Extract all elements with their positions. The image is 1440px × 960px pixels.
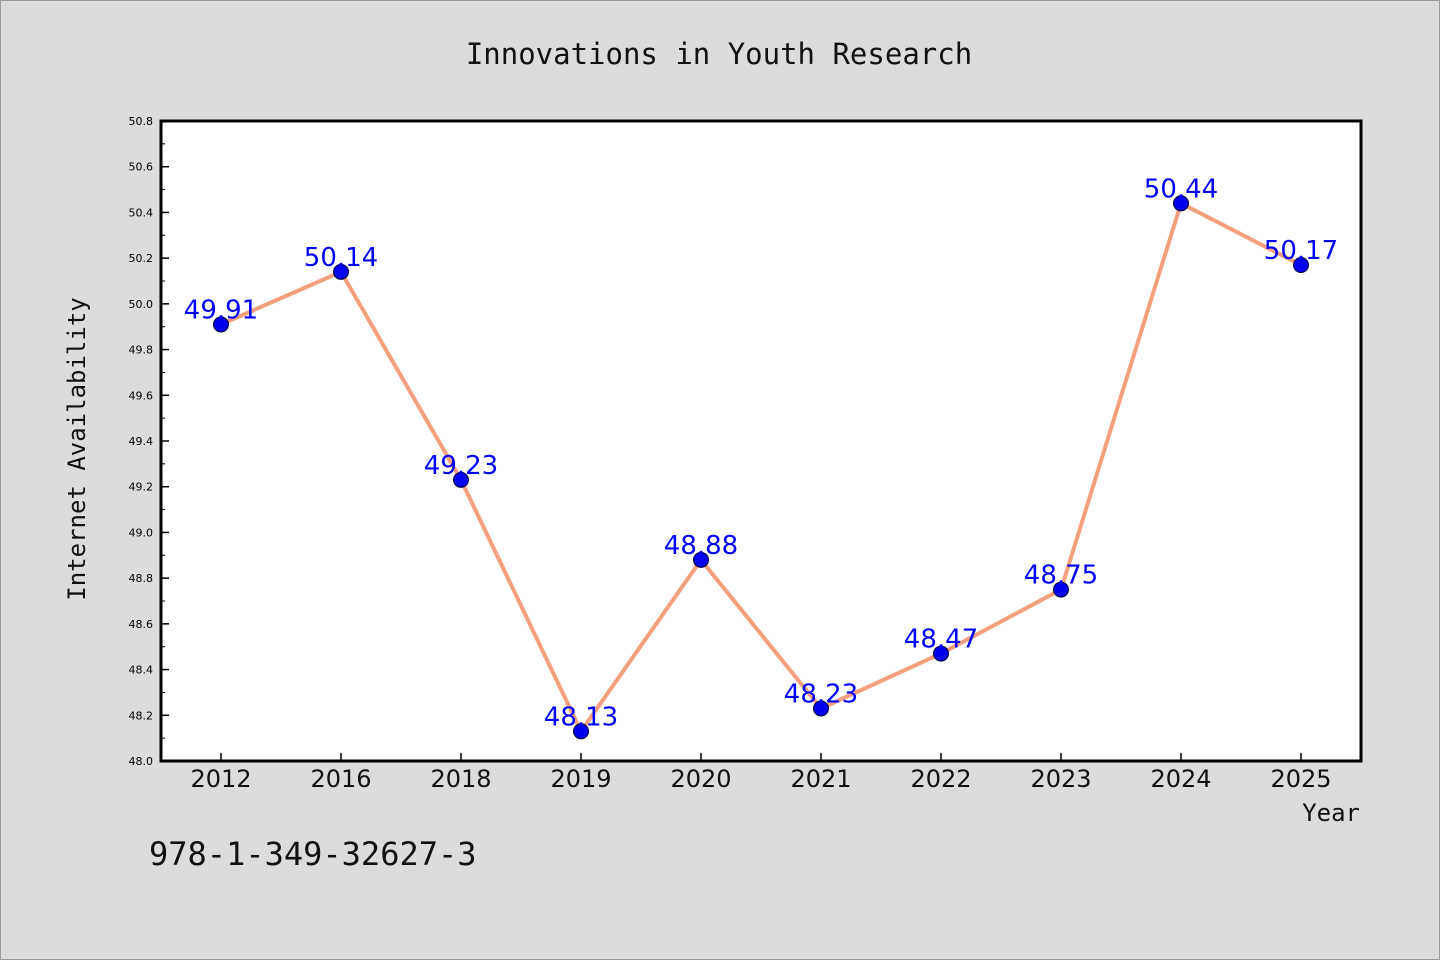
y-tick-label: 48.4 (129, 664, 154, 677)
y-axis: 48.0 48.2 48.4 48.6 48.8 49.0 49.2 49.4 49.6 49.8… (129, 115, 169, 768)
x-axis: 2012 2016 2018 2019 2020 2021 2022 2023 2024 2025 (190, 753, 1332, 793)
data-label: 48.47 (904, 625, 978, 655)
x-tick-label: 2025 (1270, 765, 1331, 793)
y-tick-label: 49.2 (129, 481, 154, 494)
series-line (219, 201, 1303, 734)
y-axis-label: Internet Availability (63, 297, 91, 600)
data-point-marker (573, 723, 589, 740)
data-label: 48.13 (544, 702, 618, 732)
isbn-annotation: 978-1-349-32627-3 (149, 835, 477, 873)
data-point-marker (213, 316, 229, 333)
y-tick-label: 48.2 (129, 709, 154, 722)
data-label: 49.91 (184, 295, 258, 325)
x-tick-label: 2021 (790, 765, 851, 793)
plot-area (159, 119, 1363, 763)
data-label: 49.23 (424, 451, 498, 481)
y-tick-label: 49.8 (129, 344, 154, 357)
data-point-marker (453, 471, 469, 488)
y-tick-label: 50.6 (129, 161, 154, 174)
x-tick-label: 2016 (310, 765, 371, 793)
y-tick-label: 50.8 (129, 115, 154, 128)
data-label: 50.44 (1144, 174, 1218, 204)
x-tick-label: 2023 (1030, 765, 1091, 793)
x-axis-label: Year (1302, 799, 1360, 827)
data-label: 50.17 (1264, 236, 1338, 266)
series-line-group: 49.91 50.14 49.23 48.13 48.88 48.23 48.47 48.75… (184, 174, 1338, 740)
x-tick-label: 2024 (1150, 765, 1211, 793)
y-tick-label: 48.6 (129, 618, 154, 631)
data-point-marker (333, 263, 349, 280)
data-label: 48.75 (1024, 561, 1098, 591)
y-tick-label: 48.0 (129, 755, 154, 768)
x-tick-label: 2012 (190, 765, 251, 793)
data-point-marker (1053, 581, 1069, 598)
data-point-marker (693, 551, 709, 568)
x-tick-label: 2020 (670, 765, 731, 793)
y-tick-label: 50.0 (129, 298, 154, 311)
chart-title: Innovations in Youth Research (466, 37, 972, 71)
y-tick-label: 49.6 (129, 389, 154, 402)
y-tick-label: 50.4 (129, 206, 154, 219)
y-tick-label: 48.8 (129, 572, 154, 585)
data-point-marker (1293, 257, 1309, 273)
data-point-marker (933, 645, 949, 662)
x-tick-label: 2022 (910, 765, 971, 793)
y-tick-label: 50.2 (129, 252, 154, 265)
x-tick-label: 2019 (550, 765, 611, 793)
x-tick-label: 2018 (430, 765, 491, 793)
data-point-marker (1173, 195, 1189, 212)
data-label: 48.88 (664, 531, 738, 561)
y-tick-label: 49.0 (129, 526, 154, 539)
y-tick-label: 49.4 (129, 435, 154, 448)
data-label: 50.14 (304, 243, 378, 273)
data-point-marker (813, 700, 829, 717)
data-label: 48.23 (784, 679, 858, 709)
